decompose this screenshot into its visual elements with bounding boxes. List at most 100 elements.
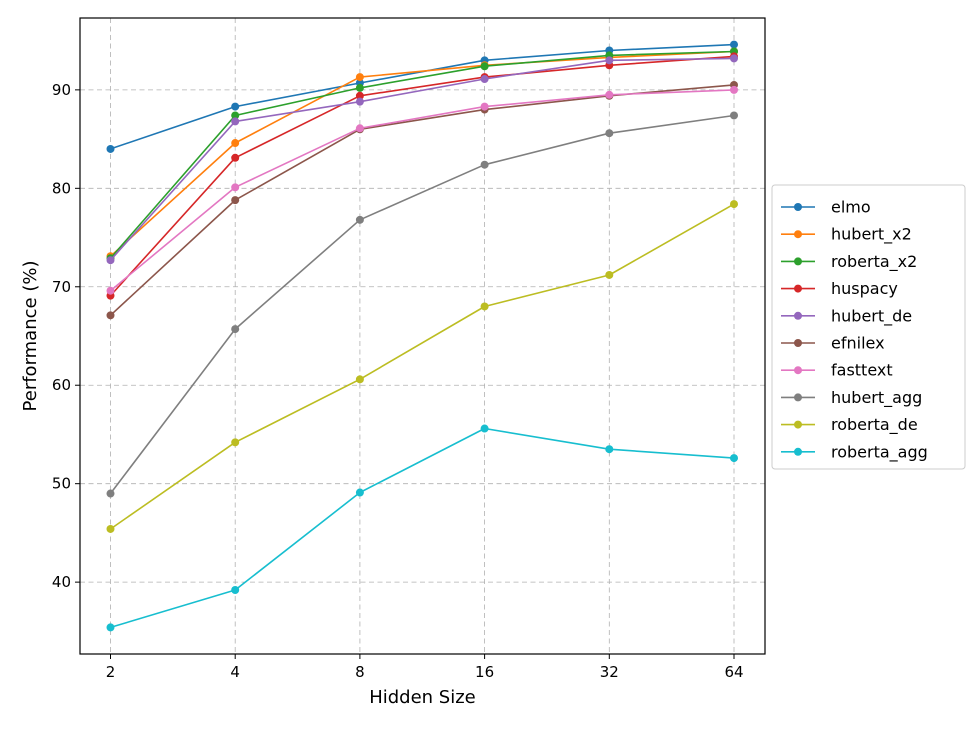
series-line-roberta_x2 — [109, 50, 735, 259]
data-point-huspacy — [355, 91, 364, 100]
legend-item-elmo: elmo — [781, 198, 871, 217]
data-point-roberta_de — [355, 375, 364, 384]
x-tick-label: 4 — [230, 663, 240, 681]
data-point-fasttext — [231, 183, 240, 192]
legend-label: roberta_x2 — [831, 252, 917, 272]
grid — [80, 18, 765, 654]
legend-item-roberta_x2: roberta_x2 — [781, 252, 917, 272]
data-point-hubert_de — [231, 117, 240, 126]
legend-swatch-marker — [794, 339, 802, 347]
series-line-roberta_de — [110, 203, 735, 530]
x-tick-label: 8 — [355, 663, 365, 681]
legend-label: elmo — [831, 198, 871, 217]
data-point-elmo — [106, 144, 115, 153]
legend-swatch-marker — [794, 393, 802, 402]
data-point-huspacy — [231, 153, 240, 162]
legend-label: hubert_de — [831, 306, 912, 326]
series-layer — [106, 40, 738, 632]
legend-swatch-marker — [794, 311, 802, 320]
series-roberta_agg — [106, 424, 738, 632]
data-point-elmo — [730, 40, 738, 49]
legend-item-hubert_agg: hubert_agg — [781, 388, 922, 408]
data-point-roberta_agg — [605, 445, 614, 454]
data-point-fasttext — [355, 124, 364, 133]
y-tick-label: 50 — [52, 475, 71, 493]
legend-box — [771, 184, 966, 470]
y-tick-label: 70 — [52, 278, 71, 296]
data-point-roberta_agg — [730, 454, 738, 463]
ticks: 2 4 8 16 32 64 40 50 60 70 80 90 — [52, 81, 744, 681]
y-tick-label: 40 — [52, 573, 71, 591]
legend-swatch-marker — [794, 284, 802, 293]
data-point-roberta_de — [106, 524, 115, 533]
data-point-hubert_de — [605, 56, 614, 65]
data-point-fasttext — [730, 85, 738, 94]
data-point-roberta_x2 — [231, 111, 240, 120]
data-point-roberta_x2 — [355, 83, 364, 92]
data-point-hubert_agg — [605, 129, 614, 138]
data-point-hubert_x2 — [355, 73, 364, 82]
legend-swatch-marker — [794, 257, 802, 266]
x-tick-label: 64 — [724, 663, 743, 681]
data-point-fasttext — [480, 102, 489, 111]
data-point-roberta_de — [605, 270, 614, 279]
legend-item-hubert_x2: hubert_x2 — [781, 225, 912, 245]
data-point-roberta_agg — [231, 586, 240, 595]
y-tick-label: 60 — [52, 376, 71, 394]
data-point-elmo — [231, 102, 240, 111]
x-axis-label: Hidden Size — [369, 687, 476, 708]
series-fasttext — [106, 85, 738, 295]
legend-label: fasttext — [831, 361, 893, 380]
data-point-hubert_de — [355, 97, 364, 106]
data-point-hubert_agg — [480, 160, 489, 169]
legend-item-hubert_de: hubert_de — [781, 306, 912, 326]
legend-label: huspacy — [831, 279, 898, 298]
legend-label: roberta_de — [831, 415, 918, 435]
data-point-roberta_agg — [480, 424, 489, 433]
legend-item-fasttext: fasttext — [781, 361, 893, 380]
series-line-roberta_agg — [110, 427, 735, 629]
data-point-fasttext — [106, 286, 115, 295]
legend-swatch-marker — [794, 366, 802, 375]
data-point-hubert_agg — [106, 489, 115, 498]
data-point-roberta_de — [480, 302, 489, 311]
legend-item-huspacy: huspacy — [781, 279, 898, 298]
data-point-hubert_x2 — [231, 139, 240, 148]
series-hubert_de — [106, 54, 738, 265]
legend-swatch-marker — [794, 203, 802, 211]
data-point-roberta_agg — [355, 488, 364, 497]
data-point-hubert_agg — [730, 111, 738, 120]
series-line-hubert_agg — [109, 114, 735, 494]
legend-item-roberta_de: roberta_de — [781, 415, 918, 435]
legend-label: roberta_agg — [831, 442, 928, 462]
plot-frame — [79, 17, 766, 655]
data-point-roberta_de — [231, 438, 240, 447]
data-point-hubert_de — [480, 75, 489, 84]
data-point-roberta_de — [730, 200, 738, 209]
legend-swatch-marker — [794, 420, 802, 429]
legend-item-roberta_agg: roberta_agg — [781, 442, 928, 462]
series-line-huspacy — [109, 55, 735, 297]
legend-label: efnilex — [831, 334, 885, 353]
series-line-hubert_de — [109, 57, 735, 261]
series-line-hubert_x2 — [109, 50, 735, 257]
series-hubert_agg — [106, 111, 738, 498]
x-tick-label: 32 — [600, 663, 619, 681]
data-point-roberta_agg — [106, 623, 115, 632]
data-point-roberta_x2 — [480, 62, 489, 71]
data-point-hubert_de — [106, 256, 115, 265]
data-point-efnilex — [231, 196, 240, 205]
x-tick-label: 2 — [106, 663, 116, 681]
data-point-hubert_agg — [355, 215, 364, 224]
legend-item-efnilex: efnilex — [781, 334, 885, 353]
y-tick-label: 80 — [52, 179, 71, 197]
series-line-fasttext — [109, 89, 735, 292]
data-point-hubert_de — [730, 54, 738, 63]
y-tick-label: 90 — [52, 81, 71, 99]
y-axis-label: Performance (%) — [20, 261, 41, 412]
x-tick-label: 16 — [475, 663, 494, 681]
series-roberta_de — [106, 200, 738, 533]
